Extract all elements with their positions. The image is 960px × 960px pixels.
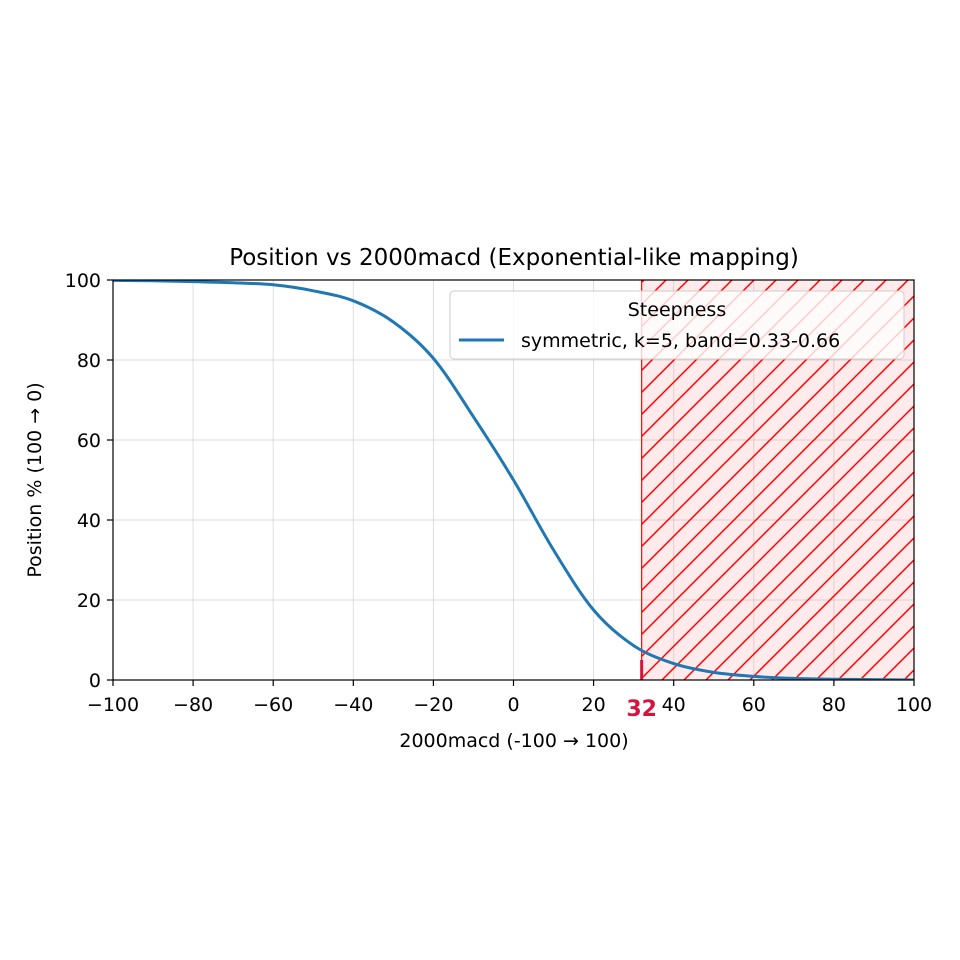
x-tick-label-0: −100 [87, 694, 139, 716]
x-tick-label-6: 20 [582, 694, 606, 716]
x-tick-label-2: −60 [253, 694, 293, 716]
legend-entry: symmetric, k=5, band=0.33-0.66 [521, 330, 840, 352]
x-axis-ticks: −100 −80 −60 −40 −20 0 20 40 60 80 100 [87, 680, 932, 716]
x-tick-label-8: 60 [742, 694, 766, 716]
y-tick-label-3: 60 [77, 430, 101, 452]
y-tick-label-0: 0 [89, 670, 101, 692]
series-layer [113, 280, 914, 680]
x-tick-label-1: −80 [173, 694, 213, 716]
x-tick-label-5: 0 [507, 694, 519, 716]
x-tick-label-7: 40 [662, 694, 686, 716]
threshold-marker: 32 [626, 660, 657, 722]
x-tick-label-3: −40 [333, 694, 373, 716]
legend-title: Steepness [628, 299, 726, 321]
legend: Steepness symmetric, k=5, band=0.33-0.66 [449, 290, 905, 360]
y-tick-label-4: 80 [77, 350, 101, 372]
y-axis-label: Position % (100 → 0) [24, 382, 46, 577]
x-axis-label: 2000macd (-100 → 100) [399, 730, 628, 752]
series-line-0 [113, 280, 914, 680]
y-axis-ticks: 0 20 40 60 80 100 [65, 270, 113, 692]
x-tick-label-9: 80 [822, 694, 846, 716]
legend-box [449, 290, 905, 360]
y-tick-label-5: 100 [65, 270, 101, 292]
x-tick-label-10: 100 [896, 694, 932, 716]
marker-label: 32 [626, 697, 657, 722]
y-tick-label-2: 40 [77, 510, 101, 532]
y-tick-label-1: 20 [77, 590, 101, 612]
x-tick-label-4: −20 [413, 694, 453, 716]
chart-title: Position vs 2000macd (Exponential-like m… [229, 245, 799, 271]
